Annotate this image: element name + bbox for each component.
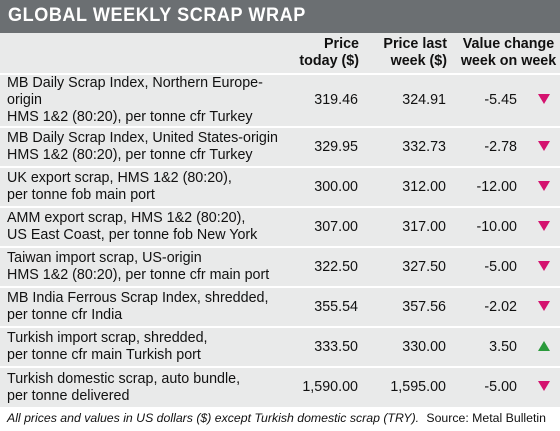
header-value-change: Value change week on week [457, 33, 560, 75]
row-price-last-week: 1,595.00 [369, 366, 457, 407]
row-value-change: -5.45 [457, 73, 527, 127]
scrap-price-table: Price today ($) Price last week ($) Valu… [0, 33, 560, 407]
row-price-today: 319.46 [285, 73, 369, 127]
row-value-change: -5.00 [457, 366, 527, 407]
triangle-down-icon [537, 300, 550, 311]
row-price-today: 307.00 [285, 206, 369, 247]
row-price-last-week: 357.56 [369, 286, 457, 327]
row-description-line2: per tonne cfr India [7, 307, 123, 323]
row-value-change: 3.50 [457, 326, 527, 367]
row-change-indicator [527, 246, 560, 287]
table-row: Turkish domestic scrap, auto bundle, per … [0, 366, 560, 407]
row-description: Turkish domestic scrap, auto bundle, per … [0, 366, 285, 407]
row-description-line1: MB Daily Scrap Index, Northern Europe-or… [7, 75, 263, 108]
row-price-last-week: 332.73 [369, 126, 457, 167]
row-change-indicator [527, 73, 560, 127]
row-price-today: 329.95 [285, 126, 369, 167]
row-price-last-week: 327.50 [369, 246, 457, 287]
table-header-row: Price today ($) Price last week ($) Valu… [0, 33, 560, 75]
row-description-line2: HMS 1&2 (80:20), per tonne cfr Turkey [7, 109, 253, 125]
table-row: MB Daily Scrap Index, United States-orig… [0, 126, 560, 167]
row-description: Taiwan import scrap, US-origin HMS 1&2 (8… [0, 246, 285, 287]
row-description-line2: HMS 1&2 (80:20), per tonne cfr Turkey [7, 147, 253, 163]
row-description-line1: UK export scrap, HMS 1&2 (80:20), [7, 170, 232, 186]
row-price-today: 300.00 [285, 166, 369, 207]
row-value-change: -5.00 [457, 246, 527, 287]
table-row: Turkish import scrap, shredded, per tonne… [0, 326, 560, 367]
row-value-change: -2.78 [457, 126, 527, 167]
triangle-down-icon [537, 140, 550, 151]
row-value-change: -2.02 [457, 286, 527, 327]
row-price-today: 1,590.00 [285, 366, 369, 407]
row-price-last-week: 330.00 [369, 326, 457, 367]
row-price-last-week: 312.00 [369, 166, 457, 207]
title-bar: GLOBAL WEEKLY SCRAP WRAP [0, 0, 560, 33]
row-value-change: -12.00 [457, 166, 527, 207]
row-price-last-week: 317.00 [369, 206, 457, 247]
triangle-down-icon [537, 94, 550, 104]
header-price-last-week: Price last week ($) [369, 33, 457, 75]
source-credit: Source: Metal Bulletin [426, 411, 546, 425]
row-change-indicator [527, 206, 560, 247]
row-change-indicator [527, 326, 560, 367]
row-description: MB Daily Scrap Index, United States-orig… [0, 126, 285, 167]
row-change-indicator [527, 126, 560, 167]
row-description: AMM export scrap, HMS 1&2 (80:20), US Eas… [0, 206, 285, 247]
table-row: Taiwan import scrap, US-origin HMS 1&2 (8… [0, 246, 560, 287]
row-description-line1: MB India Ferrous Scrap Index, shredded, [7, 290, 269, 306]
row-change-indicator [527, 286, 560, 327]
table-row: AMM export scrap, HMS 1&2 (80:20), US Eas… [0, 206, 560, 247]
triangle-down-icon [537, 220, 550, 231]
row-description-line1: AMM export scrap, HMS 1&2 (80:20), [7, 210, 246, 226]
row-description: MB India Ferrous Scrap Index, shredded, p… [0, 286, 285, 327]
row-change-indicator [527, 366, 560, 407]
row-description-line1: Turkish import scrap, shredded, [7, 330, 208, 346]
row-description-line2: HMS 1&2 (80:20), per tonne cfr main port [7, 267, 270, 283]
row-description: MB Daily Scrap Index, Northern Europe-or… [0, 73, 285, 127]
row-description-line2: per tonne fob main port [7, 187, 155, 203]
row-value-change: -10.00 [457, 206, 527, 247]
header-price-today: Price today ($) [285, 33, 369, 75]
triangle-down-icon [537, 180, 550, 191]
triangle-up-icon [537, 340, 550, 351]
row-price-today: 322.50 [285, 246, 369, 287]
header-description [0, 33, 285, 75]
triangle-down-icon [537, 381, 550, 391]
triangle-down-icon [537, 260, 550, 271]
row-description-line1: Turkish domestic scrap, auto bundle, [7, 370, 241, 387]
row-price-today: 355.54 [285, 286, 369, 327]
footnote: All prices and values in US dollars ($) … [7, 411, 420, 425]
row-description: UK export scrap, HMS 1&2 (80:20), per ton… [0, 166, 285, 207]
row-description-line2: per tonne cfr main Turkish port [7, 347, 201, 363]
footer: All prices and values in US dollars ($) … [0, 405, 560, 431]
row-description: Turkish import scrap, shredded, per tonne… [0, 326, 285, 367]
table-body: MB Daily Scrap Index, Northern Europe-or… [0, 73, 560, 407]
row-description-line1: MB Daily Scrap Index, United States-orig… [7, 130, 278, 146]
row-description-line2: US East Coast, per tonne fob New York [7, 227, 258, 243]
row-price-today: 333.50 [285, 326, 369, 367]
row-description-line2: per tonne delivered [7, 387, 130, 404]
page-title: GLOBAL WEEKLY SCRAP WRAP [8, 5, 306, 26]
row-price-last-week: 324.91 [369, 73, 457, 127]
row-change-indicator [527, 166, 560, 207]
table-row: MB India Ferrous Scrap Index, shredded, p… [0, 286, 560, 327]
row-description-line1: Taiwan import scrap, US-origin [7, 250, 202, 266]
table-row: MB Daily Scrap Index, Northern Europe-or… [0, 73, 560, 127]
table-row: UK export scrap, HMS 1&2 (80:20), per ton… [0, 166, 560, 207]
